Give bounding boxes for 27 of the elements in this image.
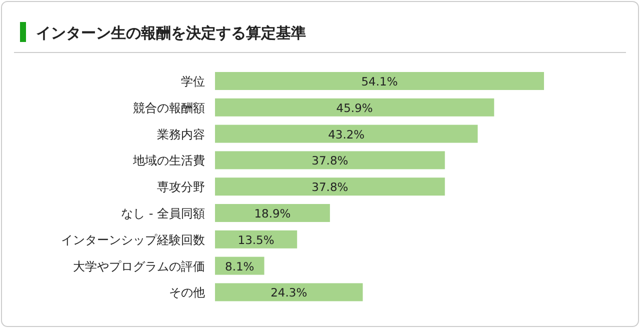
data-label: 45.9% — [336, 100, 373, 115]
bar — [215, 204, 330, 222]
data-label: 54.1% — [361, 74, 398, 88]
data-label: 13.5% — [238, 232, 274, 247]
y-tick-label: なし - 全員同額 — [121, 206, 205, 220]
bar — [215, 151, 445, 170]
y-tick-label: 専攻分野 — [157, 180, 205, 194]
bar — [215, 230, 298, 248]
bar — [215, 283, 363, 302]
data-label: 24.3% — [270, 286, 308, 300]
bar — [215, 178, 445, 196]
y-tick-label: インターンシップ経験回数 — [61, 232, 205, 247]
data-label: 43.2% — [328, 127, 365, 142]
bar — [215, 98, 494, 116]
y-tick-label: その他 — [169, 286, 205, 300]
y-tick-label: 競合の報酬額 — [133, 100, 205, 115]
y-tick-label: 地域の生活費 — [132, 154, 205, 168]
data-label: 37.8% — [312, 154, 348, 168]
data-label: 8.1% — [225, 259, 254, 274]
y-tick-label: 学位 — [181, 74, 205, 88]
data-label: 18.9% — [254, 206, 291, 220]
y-tick-label: 業務内容 — [157, 127, 205, 142]
chart-title: インターン生の報酬を決定する算定基準 — [36, 24, 306, 42]
bar — [215, 124, 478, 143]
data-label: 37.8% — [312, 180, 348, 194]
bar — [215, 72, 544, 90]
y-tick-label: 大学やプログラムの評価 — [73, 259, 205, 274]
